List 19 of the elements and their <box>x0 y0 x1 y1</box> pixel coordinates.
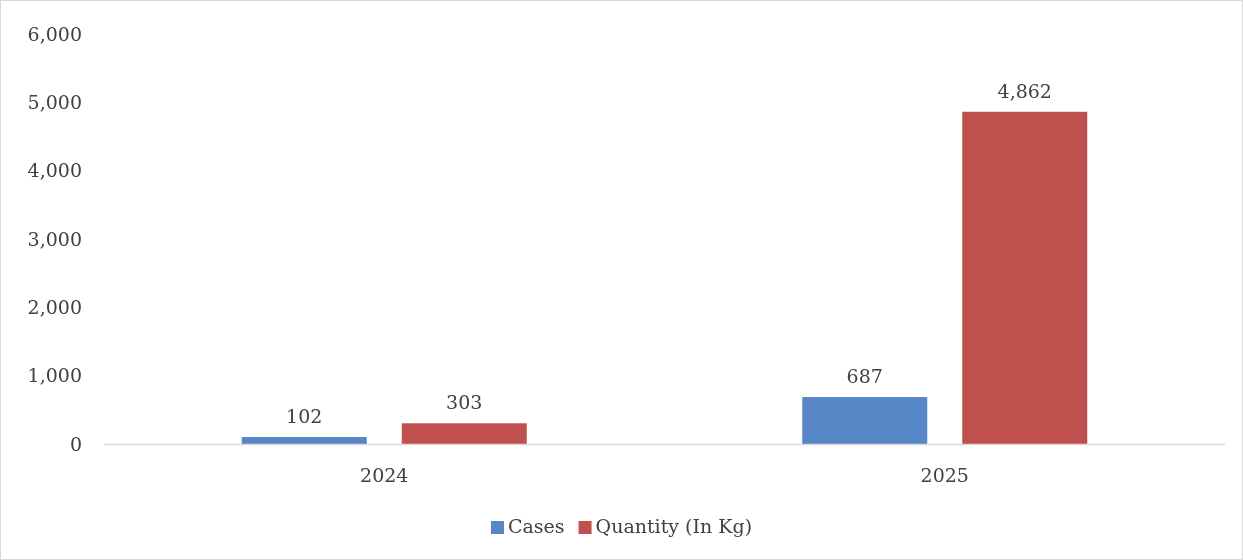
y-tick-label: 0 <box>69 432 82 455</box>
data-label: 4,862 <box>997 79 1052 102</box>
y-tick-label: 3,000 <box>27 227 82 250</box>
bar <box>962 111 1088 444</box>
x-tick-label: 2024 <box>360 464 409 486</box>
bar <box>802 397 928 444</box>
x-tick-label: 2025 <box>920 464 969 486</box>
y-tick-label: 4,000 <box>27 159 82 182</box>
y-tick-label: 2,000 <box>27 295 82 318</box>
y-tick-label: 6,000 <box>27 22 82 45</box>
data-label: 303 <box>446 391 483 414</box>
y-tick-label: 5,000 <box>27 90 82 113</box>
bar <box>241 437 367 444</box>
bar <box>401 423 527 444</box>
y-tick-label: 1,000 <box>27 364 82 387</box>
legend-label: Quantity (In Kg) <box>595 515 753 537</box>
data-label: 102 <box>286 405 323 428</box>
data-label: 687 <box>846 365 883 388</box>
legend-label: Cases <box>507 515 565 537</box>
